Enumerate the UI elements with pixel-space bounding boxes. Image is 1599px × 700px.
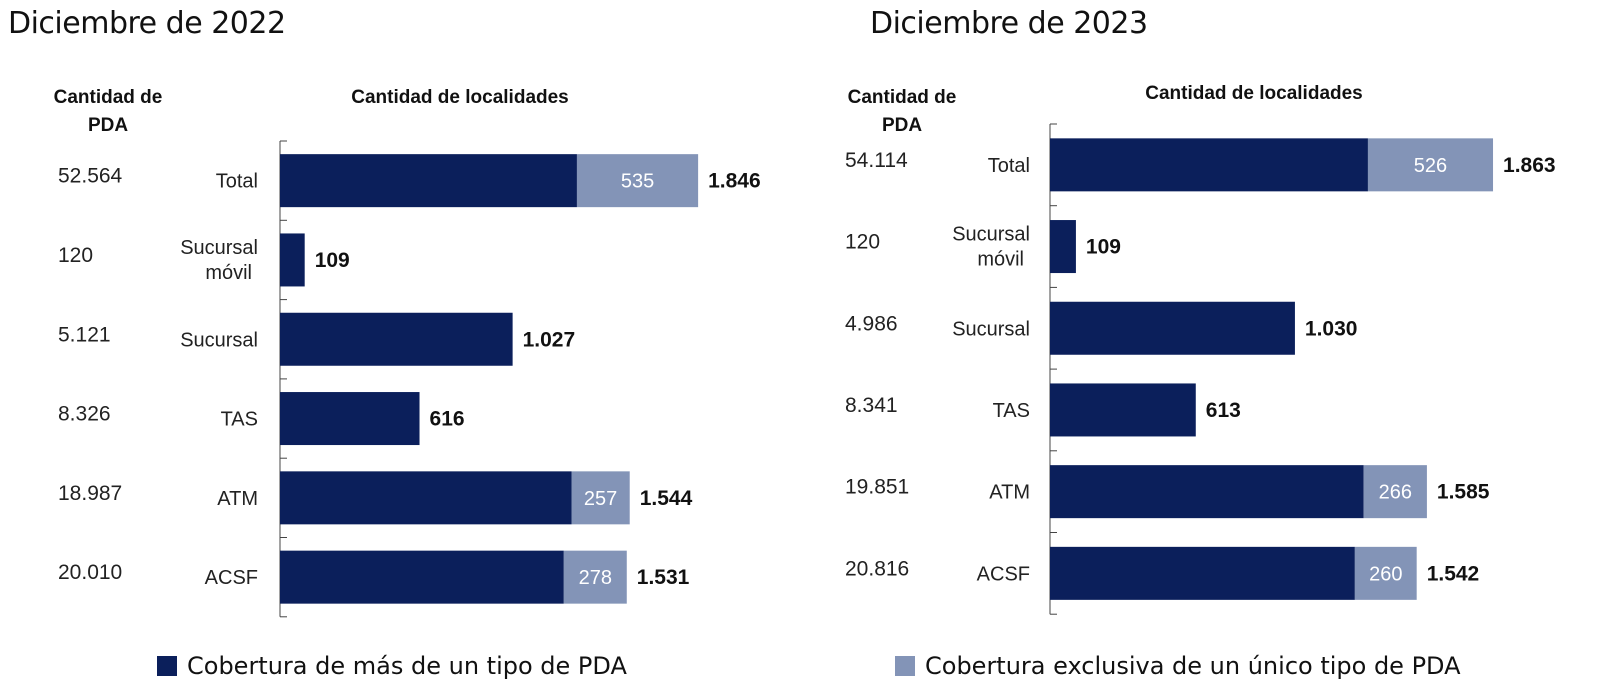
category-label: Total: [216, 171, 258, 193]
legend-item-multi: Cobertura de más de un tipo de PDA: [157, 652, 627, 680]
bar-multi: [1050, 465, 1364, 519]
bar-multi: [1050, 383, 1196, 437]
total-label: 1.863: [1503, 154, 1556, 177]
total-label: 109: [1086, 236, 1121, 259]
category-label: ATM: [217, 488, 258, 510]
bar-exclusive: [1363, 465, 1427, 519]
legend-swatch-exclusive: [895, 656, 915, 676]
pda-label: 8.326: [58, 403, 111, 426]
bar-multi: [280, 550, 564, 604]
bar-header-2022: Cantidad de localidades: [351, 87, 569, 108]
bar-header-2023: Cantidad de localidades: [1145, 83, 1363, 104]
exclusive-label: 278: [579, 567, 612, 589]
pda-header-2022: Cantidad de PDA: [53, 87, 163, 136]
legend-label-multi: Cobertura de más de un tipo de PDA: [187, 652, 627, 680]
category-label: ACSF: [205, 567, 258, 589]
category-label: ACSF: [977, 563, 1030, 585]
bar-exclusive: [1354, 546, 1417, 600]
chart-title-2022: Diciembre de 2022: [8, 6, 286, 41]
category-label: TAS: [221, 409, 258, 431]
bar-multi: [280, 312, 513, 366]
exclusive-label: 535: [621, 171, 654, 193]
exclusive-label: 266: [1379, 482, 1412, 504]
legend-swatch-multi: [157, 656, 177, 676]
pda-label: 120: [58, 244, 93, 267]
total-label: 1.531: [637, 566, 690, 589]
bar-exclusive: [563, 550, 627, 604]
legend-label-exclusive: Cobertura exclusiva de un único tipo de …: [925, 652, 1461, 680]
pda-label: 20.010: [58, 561, 122, 584]
bar-multi: [1050, 138, 1368, 192]
pda-label: 18.987: [58, 482, 122, 505]
total-label: 613: [1206, 399, 1241, 422]
total-label: 1.542: [1427, 562, 1480, 585]
category-label: Total: [988, 155, 1030, 177]
bar-multi: [280, 471, 572, 525]
bar-multi: [280, 392, 420, 446]
exclusive-label: 260: [1369, 563, 1402, 585]
total-label: 109: [315, 249, 350, 272]
bar-exclusive: [1367, 138, 1494, 192]
bar-multi: [280, 233, 305, 287]
total-label: 1.030: [1305, 317, 1358, 340]
total-label: 1.846: [708, 170, 761, 193]
category-label: TAS: [993, 400, 1030, 422]
pda-label: 20.816: [845, 557, 909, 580]
category-label: Sucursal: [952, 318, 1030, 340]
pda-header-2023: Cantidad de PDA: [847, 87, 957, 136]
bar-multi: [280, 154, 577, 208]
total-label: 1.544: [640, 487, 693, 510]
category-label: Sucursal: [952, 224, 1030, 246]
category-label: móvil: [205, 262, 252, 284]
pda-label: 52.564: [58, 165, 123, 188]
pda-label: 19.851: [845, 476, 909, 499]
bar-exclusive: [576, 154, 699, 208]
category-label: ATM: [989, 482, 1030, 504]
pda-label: 8.341: [845, 394, 898, 417]
total-label: 1.027: [523, 328, 576, 351]
total-label: 1.585: [1437, 481, 1490, 504]
total-label: 616: [430, 408, 465, 431]
bar-exclusive: [571, 471, 630, 525]
category-label: Sucursal: [180, 237, 258, 259]
exclusive-label: 526: [1414, 155, 1447, 177]
category-label: móvil: [977, 249, 1024, 271]
pda-label: 5.121: [58, 323, 111, 346]
bar-multi: [1050, 301, 1295, 355]
chart-title-2023: Diciembre de 2023: [870, 6, 1148, 41]
category-label: Sucursal: [180, 329, 258, 351]
pda-label: 54.114: [845, 149, 908, 172]
bar-multi: [1050, 546, 1355, 600]
pda-label: 120: [845, 231, 880, 254]
exclusive-label: 257: [584, 488, 617, 510]
bar-multi: [1050, 220, 1076, 274]
legend-item-exclusive: Cobertura exclusiva de un único tipo de …: [895, 652, 1461, 680]
pda-label: 4.986: [845, 312, 898, 335]
